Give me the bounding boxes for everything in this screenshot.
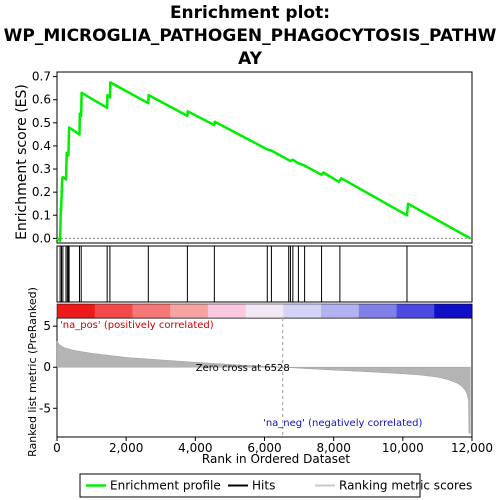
es-y-tick-label: 0.2: [32, 185, 51, 199]
legend-label: Hits: [252, 479, 275, 493]
es-panel-frame: [56, 71, 473, 244]
legend-label: Enrichment profile: [110, 479, 221, 493]
heat-bar-segment: [170, 304, 209, 318]
es-y-tick-label: 0.3: [32, 162, 51, 176]
es-y-tick-label: 0.4: [32, 139, 51, 153]
x-axis-label: Rank in Ordered Dataset: [202, 452, 350, 466]
es-y-tick-label: 0.1: [32, 208, 51, 222]
chart-title: Enrichment plot: WP_MICROGLIA_PATHOGEN_P…: [0, 2, 500, 71]
legend-label: Ranking metric scores: [339, 479, 472, 493]
heat-bar-segment: [207, 304, 247, 318]
heat-bar-segment: [94, 304, 133, 318]
es-y-tick-label: 0.0: [32, 231, 51, 245]
heat-bar-segment: [321, 304, 360, 318]
heat-bar-segment: [57, 304, 96, 318]
metric-axis-label: Ranked list metric (PreRanked): [26, 287, 39, 457]
pos-correlation-label: 'na_pos' (positively correlated): [60, 320, 214, 331]
ranking-metric-area: [56, 340, 471, 435]
heat-bar-segment: [132, 304, 171, 318]
hits-panel-frame: [56, 245, 473, 303]
metric-y-tick-label: -5: [39, 401, 51, 415]
heat-bar-segment: [283, 304, 322, 318]
heat-bar-segment: [434, 304, 473, 318]
neg-correlation-label: 'na_neg' (negatively correlated): [263, 418, 422, 429]
metric-panel-frame: [56, 317, 473, 438]
heat-bar-segment: [245, 304, 284, 318]
x-tick-label: 0: [53, 441, 61, 455]
x-tick-label: 4,000: [178, 441, 212, 455]
x-tick-label: 12,000: [451, 441, 493, 455]
metric-y-tick-label: 5: [43, 319, 51, 333]
chart-title-line-1: Enrichment plot:: [169, 3, 331, 23]
es-y-tick-label: 0.6: [32, 93, 51, 107]
heat-bar-segment: [358, 304, 398, 318]
x-tick-label: 2,000: [109, 441, 143, 455]
heat-bar-segment: [396, 304, 435, 318]
chart-title-line-3: AY: [238, 49, 262, 69]
x-tick-label: 10,000: [382, 441, 424, 455]
es-axis-label: Enrichment score (ES): [14, 84, 30, 240]
x-tick-label: 8,000: [316, 441, 350, 455]
legend-box: [79, 473, 421, 498]
heat-bar-frame: [56, 303, 473, 319]
enrichment-profile-line: [56, 81, 471, 242]
es-y-tick-label: 0.7: [32, 70, 51, 84]
es-y-tick-label: 0.5: [32, 116, 51, 130]
metric-y-tick-label: 0: [43, 360, 51, 374]
zero-cross-label: Zero cross at 6528: [196, 363, 290, 374]
x-tick-label: 6,000: [247, 441, 281, 455]
chart-title-line-2: WP_MICROGLIA_PATHOGEN_PHAGOCYTOSIS_PATHW: [3, 26, 497, 46]
